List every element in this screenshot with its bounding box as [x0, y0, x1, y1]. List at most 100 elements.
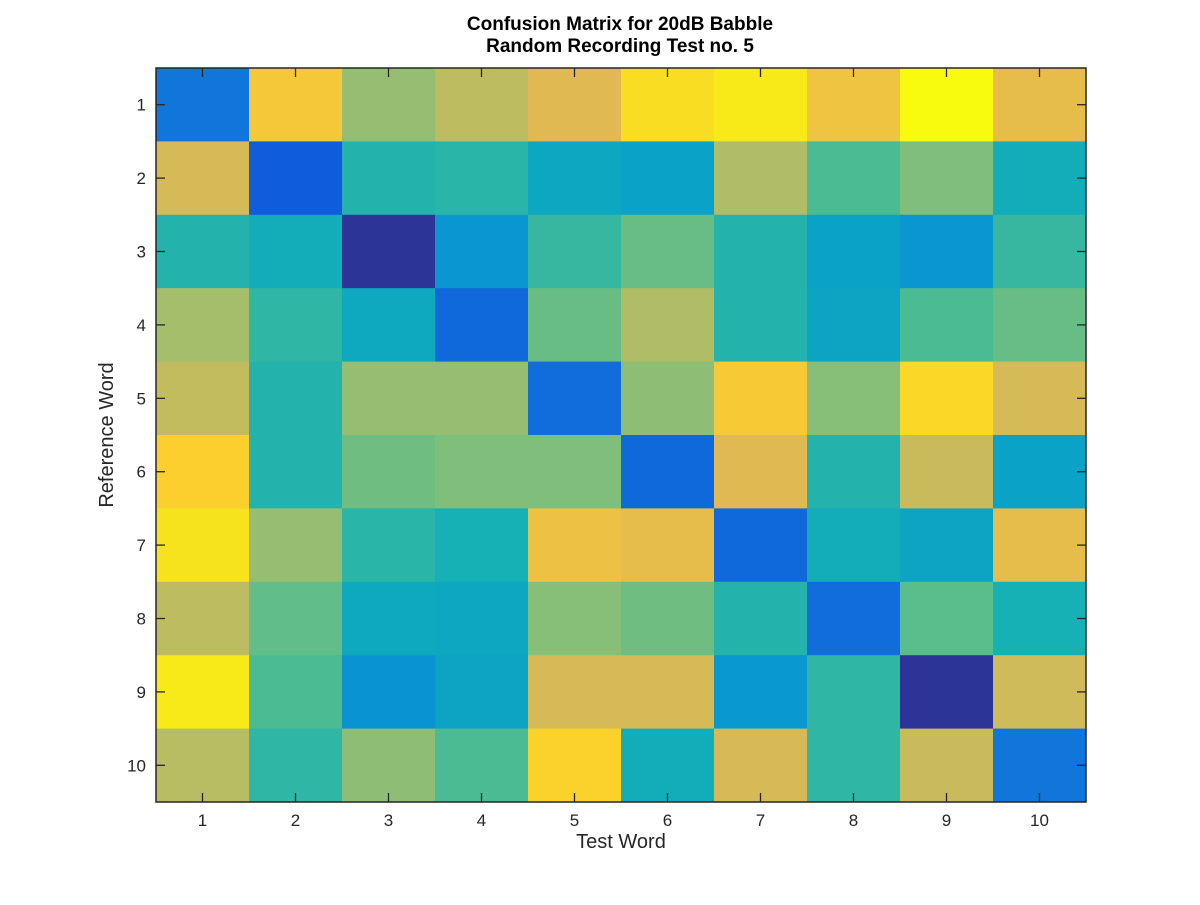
heatmap-cell-r7-c2 — [249, 508, 343, 583]
heatmap-cell-r8-c2 — [249, 581, 343, 656]
heatmap-cells — [156, 68, 1087, 803]
y-tick-label: 3 — [137, 243, 146, 262]
heatmap-cell-r10-c4 — [435, 728, 529, 803]
heatmap-cell-r10-c6 — [621, 728, 715, 803]
y-tick-label: 10 — [127, 756, 146, 775]
heatmap-cell-r6-c2 — [249, 435, 343, 509]
heatmap-cell-r1-c9 — [900, 68, 994, 142]
x-tick-label: 10 — [1030, 811, 1049, 830]
x-tick-labels: 1 2 3 4 5 6 7 8 9 10 — [198, 811, 1049, 830]
heatmap-cell-r4-c6 — [621, 288, 715, 363]
heatmap-cell-r6-c4 — [435, 435, 529, 509]
heatmap-cell-r3-c7 — [714, 214, 808, 289]
heatmap-cell-r9-c6 — [621, 655, 715, 730]
y-tick-label: 2 — [137, 169, 146, 188]
y-axis-label: Reference Word — [96, 362, 118, 507]
heatmap-cell-r2-c5 — [528, 141, 622, 216]
heatmap-cell-r10-c10 — [993, 728, 1087, 803]
heatmap-cell-r5-c6 — [621, 361, 715, 436]
heatmap-cell-r3-c9 — [900, 214, 994, 289]
heatmap-cell-r5-c5 — [528, 361, 622, 436]
heatmap-cell-r3-c10 — [993, 214, 1087, 289]
heatmap-cell-r1-c7 — [714, 68, 808, 142]
heatmap-cell-r7-c7 — [714, 508, 808, 583]
heatmap-cell-r6-c5 — [528, 435, 622, 509]
heatmap-cell-r7-c10 — [993, 508, 1087, 583]
x-tick-label: 3 — [384, 811, 393, 830]
heatmap-cell-r7-c3 — [342, 508, 436, 583]
x-tick-label: 2 — [291, 811, 300, 830]
x-tick-label: 8 — [849, 811, 858, 830]
heatmap-cell-r7-c8 — [807, 508, 901, 583]
heatmap-cell-r1-c4 — [435, 68, 529, 142]
y-tick-label: 7 — [137, 536, 146, 555]
y-tick-label: 5 — [137, 389, 146, 408]
heatmap-cell-r4-c9 — [900, 288, 994, 363]
heatmap-cell-r10-c2 — [249, 728, 343, 803]
heatmap-cell-r6-c9 — [900, 435, 994, 509]
heatmap-cell-r3-c3 — [342, 214, 436, 289]
heatmap-cell-r8-c5 — [528, 581, 622, 656]
heatmap-cell-r3-c4 — [435, 214, 529, 289]
heatmap-cell-r5-c2 — [249, 361, 343, 436]
heatmap-cell-r1-c1 — [156, 68, 250, 142]
heatmap-cell-r9-c1 — [156, 655, 250, 730]
axes-box — [155, 67, 1087, 803]
heatmap-cell-r1-c8 — [807, 68, 901, 142]
heatmap-cell-r9-c7 — [714, 655, 808, 730]
heatmap-cell-r3-c2 — [249, 214, 343, 289]
heatmap-cell-r1-c6 — [621, 68, 715, 142]
heatmap-cell-r9-c4 — [435, 655, 529, 730]
heatmap-cell-r5-c3 — [342, 361, 436, 436]
heatmap-cell-r9-c2 — [249, 655, 343, 730]
heatmap-cell-r8-c4 — [435, 581, 529, 656]
heatmap-cell-r5-c4 — [435, 361, 529, 436]
heatmap-cell-r2-c7 — [714, 141, 808, 216]
heatmap-cell-r7-c6 — [621, 508, 715, 583]
heatmap-cell-r4-c8 — [807, 288, 901, 363]
heatmap-cell-r5-c1 — [156, 361, 250, 436]
heatmap-cell-r6-c10 — [993, 435, 1087, 509]
heatmap-cell-r10-c8 — [807, 728, 901, 803]
heatmap-cell-r10-c3 — [342, 728, 436, 803]
heatmap-cell-r7-c9 — [900, 508, 994, 583]
heatmap-cell-r4-c4 — [435, 288, 529, 363]
heatmap-cell-r9-c9 — [900, 655, 994, 730]
heatmap-cell-r6-c8 — [807, 435, 901, 509]
heatmap-cell-r4-c10 — [993, 288, 1087, 363]
heatmap-cell-r1-c5 — [528, 68, 622, 142]
heatmap-cell-r6-c3 — [342, 435, 436, 509]
heatmap-cell-r8-c7 — [714, 581, 808, 656]
y-tick-label: 6 — [137, 463, 146, 482]
chart-title-line-2: Random Recording Test no. 5 — [486, 36, 754, 57]
y-tick-label: 9 — [137, 683, 146, 702]
chart-title-line-1: Confusion Matrix for 20dB Babble — [467, 14, 773, 35]
heatmap-cell-r6-c1 — [156, 435, 250, 509]
heatmap-cell-r4-c2 — [249, 288, 343, 363]
heatmap-cell-r3-c1 — [156, 214, 250, 289]
x-tick-label: 7 — [756, 811, 765, 830]
y-tick-label: 4 — [137, 316, 146, 335]
heatmap-cell-r10-c5 — [528, 728, 622, 803]
heatmap-cell-r9-c5 — [528, 655, 622, 730]
x-axis-label: Test Word — [576, 831, 666, 853]
heatmap-cell-r3-c6 — [621, 214, 715, 289]
x-tick-label: 9 — [942, 811, 951, 830]
heatmap-cell-r2-c10 — [993, 141, 1087, 216]
heatmap-cell-r9-c3 — [342, 655, 436, 730]
heatmap-cell-r10-c7 — [714, 728, 808, 803]
heatmap-cell-r4-c1 — [156, 288, 250, 363]
heatmap-cell-r4-c7 — [714, 288, 808, 363]
heatmap-cell-r5-c7 — [714, 361, 808, 436]
heatmap-cell-r7-c1 — [156, 508, 250, 583]
heatmap-cell-r8-c8 — [807, 581, 901, 656]
heatmap-cell-r10-c9 — [900, 728, 994, 803]
heatmap-cell-r6-c7 — [714, 435, 808, 509]
heatmap-cell-r2-c6 — [621, 141, 715, 216]
heatmap-cell-r1-c10 — [993, 68, 1087, 142]
heatmap-cell-r2-c1 — [156, 141, 250, 216]
y-tick-label: 1 — [137, 96, 146, 115]
x-tick-label: 4 — [477, 811, 486, 830]
